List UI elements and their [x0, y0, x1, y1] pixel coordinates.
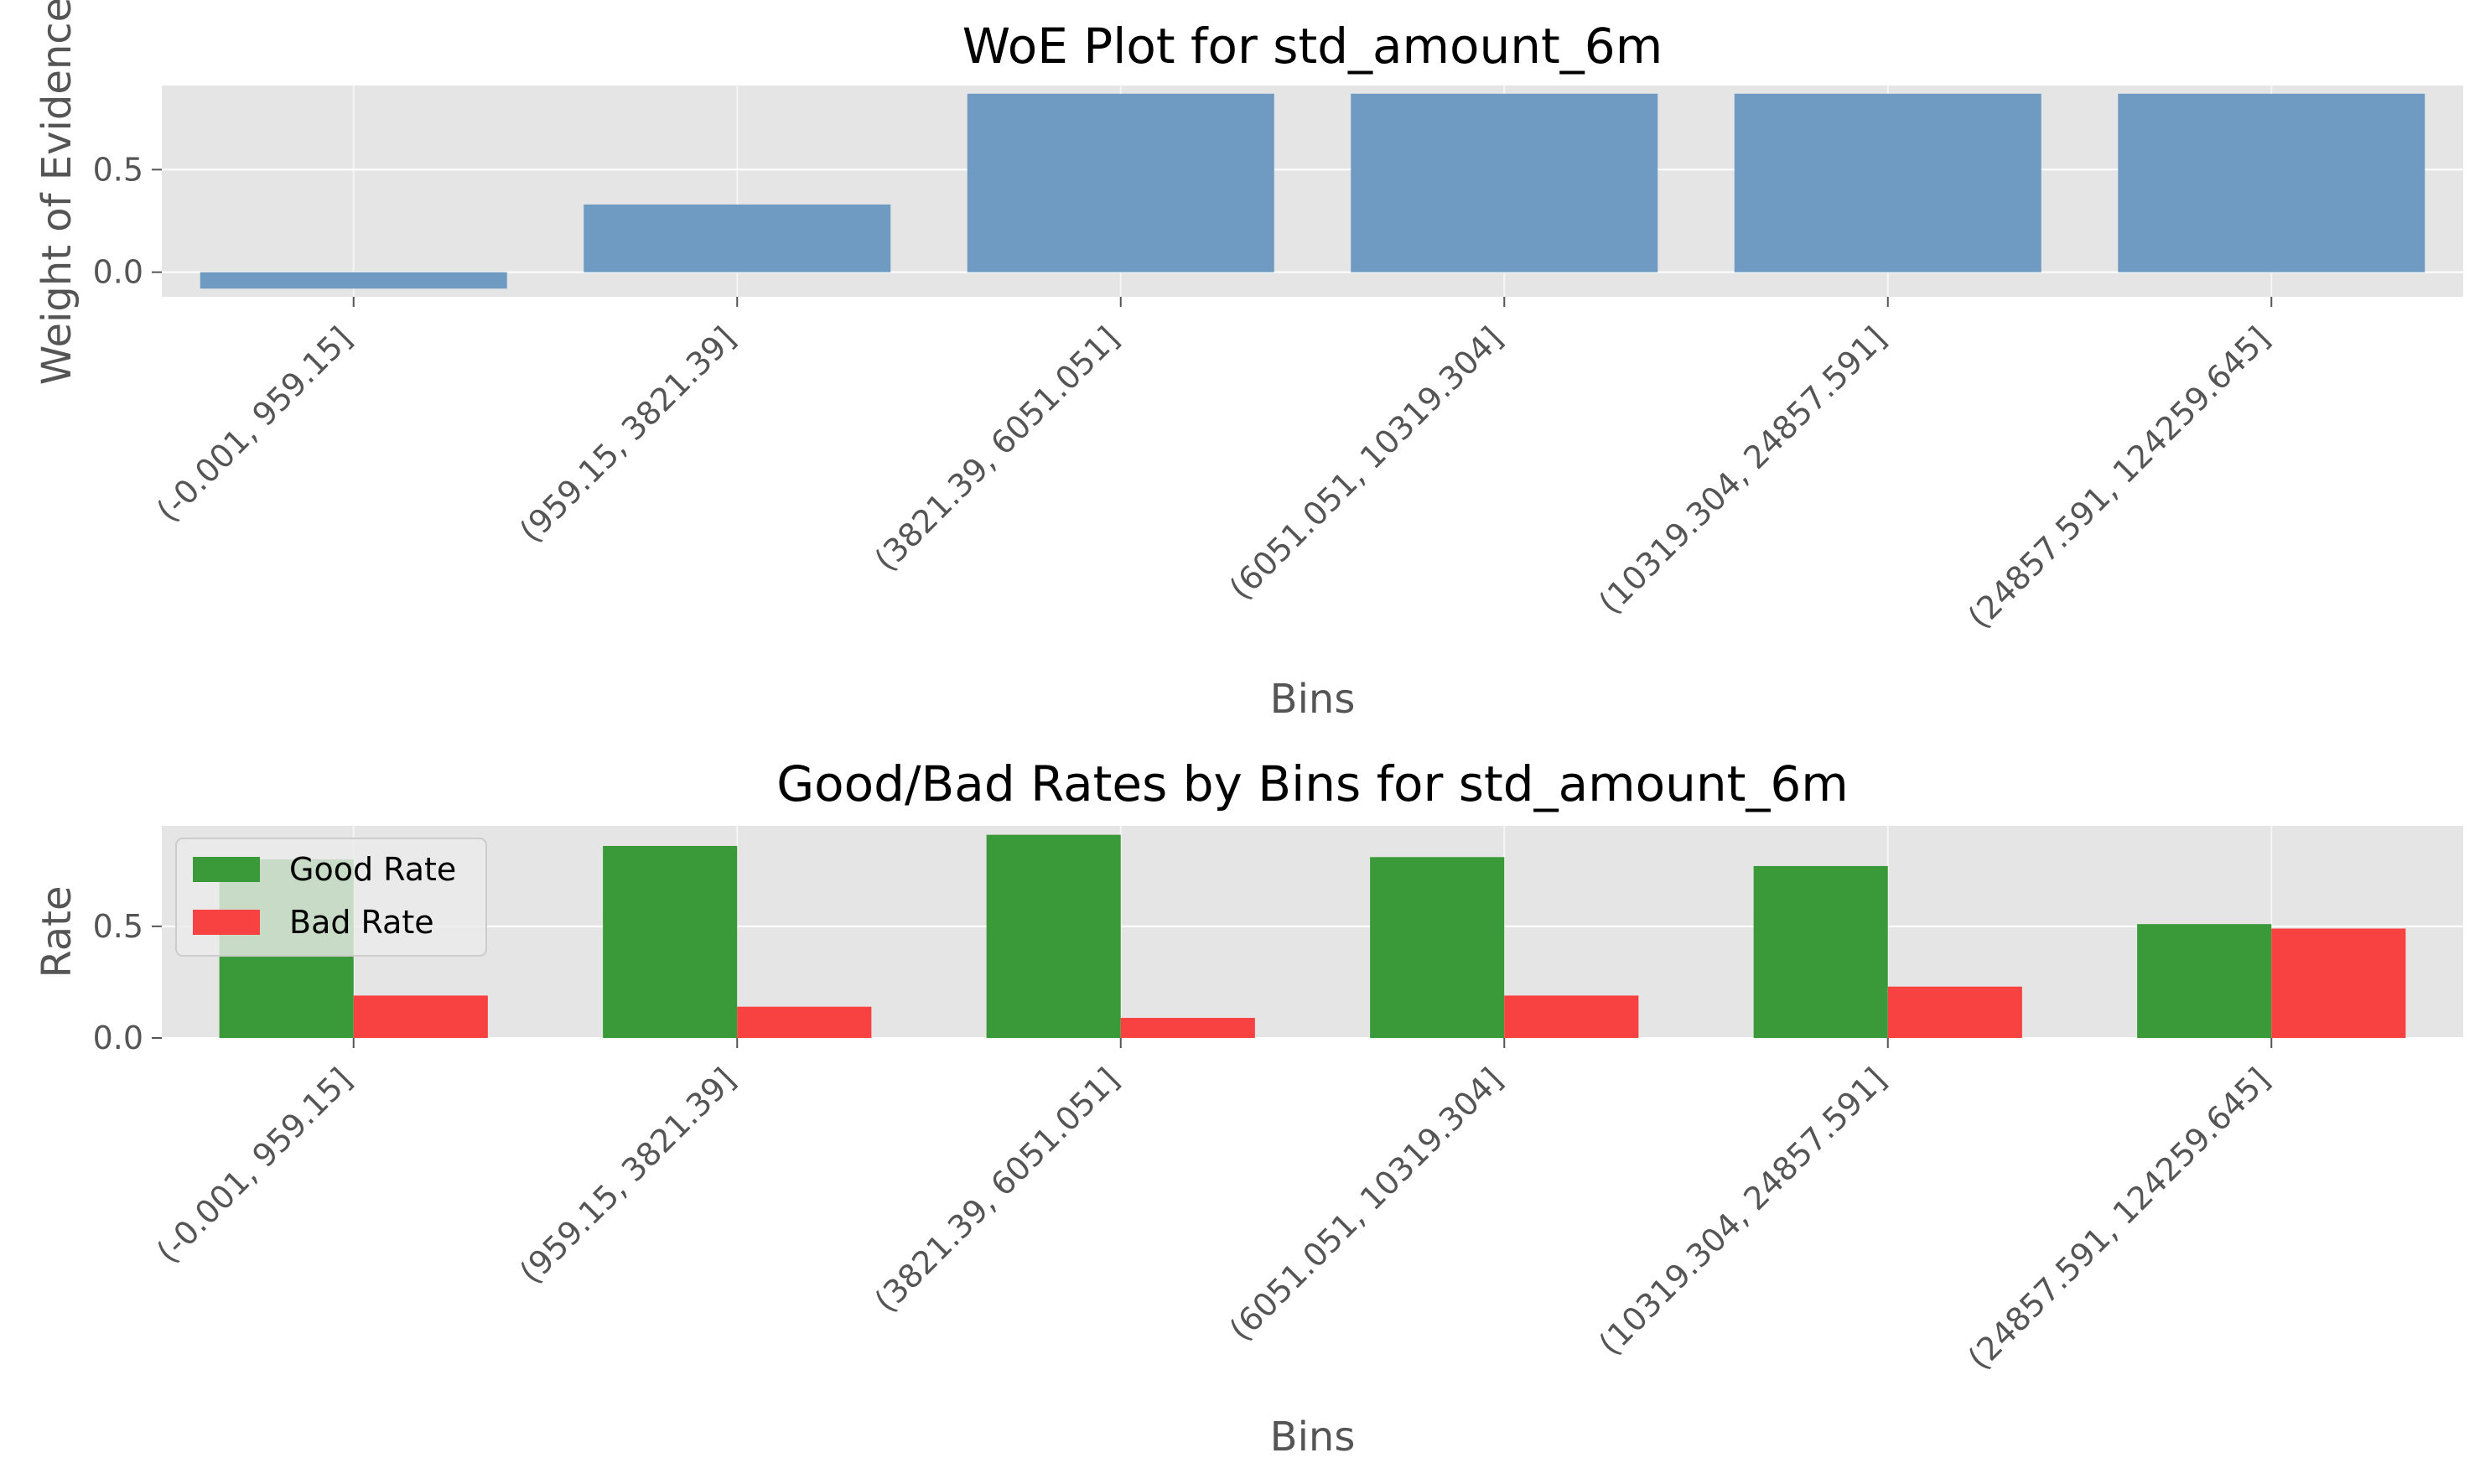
- x-tick-label: (959.15, 3821.39]: [512, 1061, 742, 1290]
- x-tick-label: (3821.39, 6051.051]: [868, 319, 1126, 578]
- rate-chart-title: Good/Bad Rates by Bins for std_amount_6m: [776, 755, 1849, 812]
- rate-y-axis-label: Rate: [34, 885, 80, 978]
- x-tick-label: (-0.001, 959.15]: [149, 1061, 359, 1270]
- bad-rate-bar: [737, 1006, 872, 1038]
- y-tick-label: 0.0: [93, 254, 143, 291]
- woe-bar: [1734, 93, 2041, 272]
- bad-rate-bar: [353, 995, 488, 1038]
- good-rate-bar: [986, 834, 1121, 1038]
- woe-bar: [967, 93, 1274, 272]
- legend-swatch-good-rate: [193, 857, 260, 882]
- good-rate-bar: [2137, 924, 2272, 1038]
- y-tick-label: 0.0: [93, 1020, 143, 1056]
- woe-x-axis-label: Bins: [1270, 676, 1356, 723]
- legend-label-good-rate: Good Rate: [289, 851, 456, 888]
- bad-rate-bar: [2271, 928, 2406, 1038]
- y-tick-label: 0.5: [93, 908, 143, 945]
- legend-label-bad-rate: Bad Rate: [289, 904, 434, 941]
- rate-legend: Good Rate Bad Rate: [175, 838, 487, 957]
- rate-plot-area: [162, 826, 2463, 1038]
- woe-bar: [200, 272, 507, 289]
- good-rate-bar: [603, 845, 738, 1038]
- x-tick-label: (10319.304, 24857.591]: [1591, 1061, 1893, 1362]
- x-tick-label: (959.15, 3821.39]: [512, 319, 742, 549]
- x-tick-label: (3821.39, 6051.051]: [868, 1061, 1126, 1319]
- y-tick-label: 0.5: [93, 151, 143, 188]
- bad-rate-bar: [1504, 995, 1639, 1038]
- bad-rate-bar: [1120, 1018, 1255, 1038]
- good-rate-bar: [1753, 865, 1888, 1038]
- x-tick-label: (6051.051, 10319.304]: [1222, 319, 1510, 607]
- x-tick-label: (24857.591, 124259.645]: [1961, 1061, 2277, 1377]
- x-tick-label: (-0.001, 959.15]: [149, 319, 359, 529]
- woe-bar: [2118, 93, 2425, 272]
- good-rate-bar: [1370, 857, 1505, 1038]
- woe-y-axis-label: Weight of Evidence: [34, 0, 80, 385]
- rate-chart-panel: 0.0 0.5 (-0.001, 959.15] (959.15, 3821.39]…: [34, 755, 2463, 1461]
- x-tick-label: (10319.304, 24857.591]: [1591, 319, 1893, 621]
- legend-swatch-bad-rate: [193, 910, 260, 935]
- woe-chart-panel: 0.0 0.5 (-0.001, 959.15] (959.15, 3821.39]…: [34, 0, 2463, 723]
- woe-bar: [1351, 93, 1658, 272]
- woe-plot-area: [162, 86, 2463, 297]
- x-tick-label: (6051.051, 10319.304]: [1222, 1061, 1510, 1348]
- x-tick-label: (24857.591, 124259.645]: [1961, 319, 2277, 636]
- bad-rate-bar: [1887, 986, 2022, 1038]
- woe-bar: [584, 204, 891, 272]
- woe-chart-title: WoE Plot for std_amount_6m: [962, 18, 1663, 75]
- rate-x-axis-label: Bins: [1270, 1414, 1356, 1461]
